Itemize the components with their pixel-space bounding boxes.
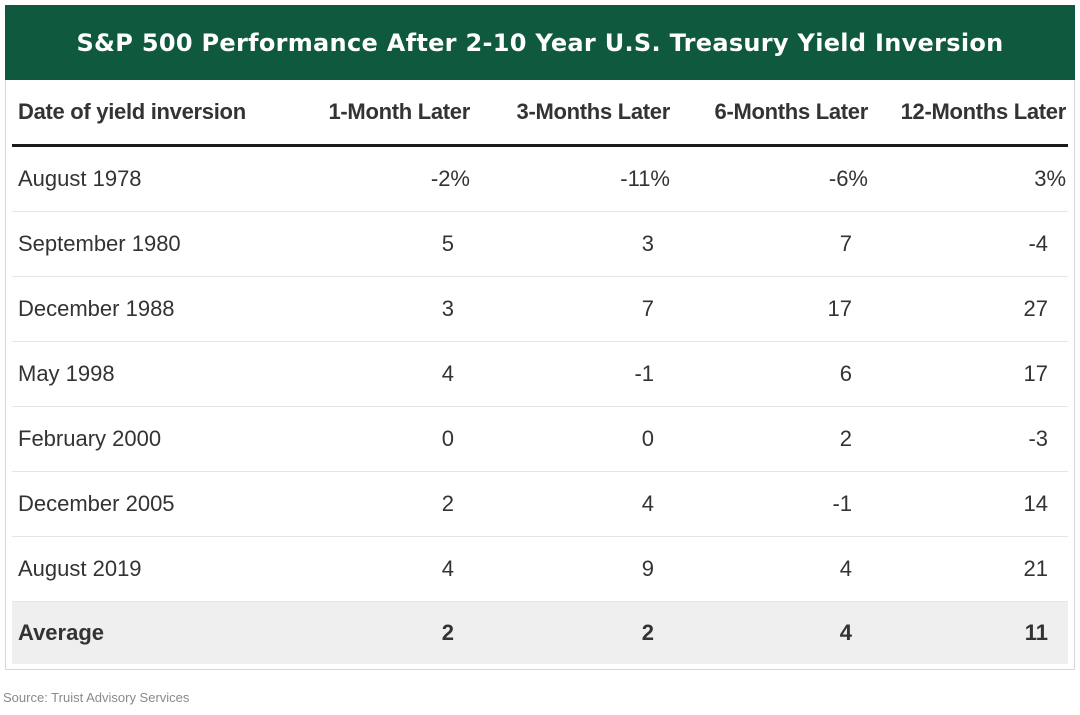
row-date: August 2019 xyxy=(12,536,292,602)
row-date: May 1998 xyxy=(12,341,292,407)
cell-1-month: 4 xyxy=(292,341,472,407)
cell-12-months: -4 xyxy=(870,211,1068,277)
cell-3-months: -1 xyxy=(472,341,672,407)
column-header-3-months: 3-Months Later xyxy=(472,80,672,147)
table-title: S&P 500 Performance After 2-10 Year U.S.… xyxy=(76,28,1004,57)
row-date: February 2000 xyxy=(12,406,292,472)
cell-3-months: 7 xyxy=(472,276,672,342)
cell-12-months: 21 xyxy=(870,536,1068,602)
table-row: December 2005 2 4 -1 14 xyxy=(12,471,1068,537)
cell-6-months: -1 xyxy=(672,471,870,537)
source-note: Source: Truist Advisory Services xyxy=(3,690,190,705)
title-bar: S&P 500 Performance After 2-10 Year U.S.… xyxy=(5,5,1075,80)
cell-12-months: 3% xyxy=(870,145,1068,212)
table-row: August 1978 -2% -11% -6% 3% xyxy=(12,145,1068,212)
average-12-months: 11 xyxy=(870,601,1068,664)
cell-6-months: -6% xyxy=(672,145,870,212)
column-header-1-month: 1-Month Later xyxy=(292,80,472,147)
column-header-12-months: 12-Months Later xyxy=(870,80,1068,147)
cell-1-month: 4 xyxy=(292,536,472,602)
cell-12-months: 14 xyxy=(870,471,1068,537)
cell-3-months: 9 xyxy=(472,536,672,602)
cell-1-month: 2 xyxy=(292,471,472,537)
column-header-6-months: 6-Months Later xyxy=(672,80,870,147)
cell-3-months: 0 xyxy=(472,406,672,472)
cell-1-month: 3 xyxy=(292,276,472,342)
cell-3-months: 4 xyxy=(472,471,672,537)
cell-3-months: 3 xyxy=(472,211,672,277)
cell-1-month: 5 xyxy=(292,211,472,277)
average-1-month: 2 xyxy=(292,601,472,664)
cell-12-months: -3 xyxy=(870,406,1068,472)
average-row: Average 2 2 4 11 xyxy=(12,601,1068,664)
table-row: September 1980 5 3 7 -4 xyxy=(12,211,1068,277)
table-row: December 1988 3 7 17 27 xyxy=(12,276,1068,342)
cell-1-month: 0 xyxy=(292,406,472,472)
cell-6-months: 2 xyxy=(672,406,870,472)
row-date: September 1980 xyxy=(12,211,292,277)
average-label: Average xyxy=(12,601,292,664)
cell-12-months: 17 xyxy=(870,341,1068,407)
performance-table: Date of yield inversion 1-Month Later 3-… xyxy=(12,80,1068,664)
row-date: December 1988 xyxy=(12,276,292,342)
cell-6-months: 17 xyxy=(672,276,870,342)
cell-3-months: -11% xyxy=(472,145,672,212)
row-date: December 2005 xyxy=(12,471,292,537)
cell-6-months: 7 xyxy=(672,211,870,277)
cell-6-months: 6 xyxy=(672,341,870,407)
row-date: August 1978 xyxy=(12,145,292,212)
table-row: May 1998 4 -1 6 17 xyxy=(12,341,1068,407)
average-3-months: 2 xyxy=(472,601,672,664)
cell-6-months: 4 xyxy=(672,536,870,602)
column-header-date: Date of yield inversion xyxy=(12,80,292,147)
table-row: August 2019 4 9 4 21 xyxy=(12,536,1068,602)
cell-12-months: 27 xyxy=(870,276,1068,342)
header-row: Date of yield inversion 1-Month Later 3-… xyxy=(12,80,1068,147)
average-6-months: 4 xyxy=(672,601,870,664)
cell-1-month: -2% xyxy=(292,145,472,212)
table-row: February 2000 0 0 2 -3 xyxy=(12,406,1068,472)
